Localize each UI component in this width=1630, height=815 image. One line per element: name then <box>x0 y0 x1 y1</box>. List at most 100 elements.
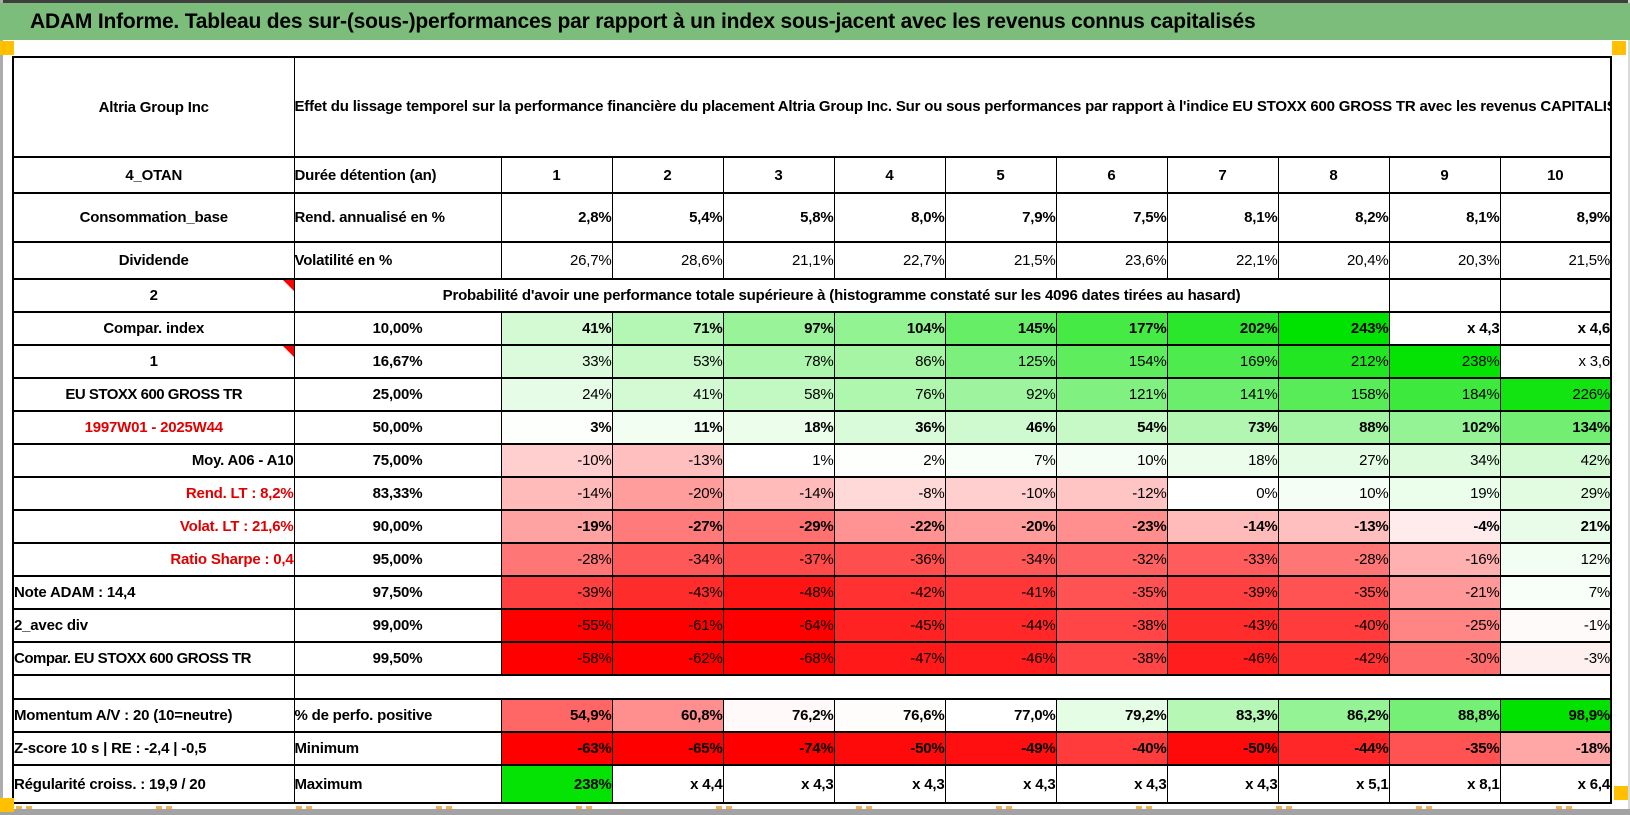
cell[interactable]: -25% <box>1388 608 1501 643</box>
cell[interactable]: -74% <box>722 731 835 766</box>
row-label[interactable]: Z-score 10 s | RE : -2,4 | -0,5 <box>12 731 295 766</box>
cell[interactable]: -10% <box>944 476 1057 511</box>
cell[interactable]: 97% <box>722 311 835 346</box>
cell[interactable]: 42% <box>1499 443 1612 478</box>
row-label[interactable]: 1997W01 - 2025W44 <box>12 410 295 445</box>
row-param[interactable]: 25,00% <box>293 377 502 412</box>
cell[interactable]: 2 <box>611 156 724 194</box>
cell[interactable]: 134% <box>1499 410 1612 445</box>
cell[interactable]: -63% <box>500 731 613 766</box>
cell[interactable]: 71% <box>611 311 724 346</box>
cell[interactable]: -37% <box>722 542 835 577</box>
cell[interactable]: 21,5% <box>944 241 1057 280</box>
cell[interactable]: -12% <box>1055 476 1168 511</box>
gap-cell[interactable] <box>293 674 1612 700</box>
row-param[interactable]: 75,00% <box>293 443 502 478</box>
cell[interactable]: -34% <box>944 542 1057 577</box>
cell[interactable]: 29% <box>1499 476 1612 511</box>
cell[interactable]: -20% <box>944 509 1057 544</box>
cell[interactable]: -28% <box>1277 542 1390 577</box>
row-param[interactable]: % de perfo. positive <box>293 698 502 733</box>
cell[interactable]: 41% <box>611 377 724 412</box>
cell[interactable]: -16% <box>1388 542 1501 577</box>
cell[interactable]: 8,1% <box>1166 192 1279 243</box>
cell[interactable]: -64% <box>722 608 835 643</box>
row-label[interactable]: Compar. EU STOXX 600 GROSS TR <box>12 641 295 676</box>
cell[interactable]: 12% <box>1499 542 1612 577</box>
cell[interactable]: -20% <box>611 476 724 511</box>
row-param[interactable]: 10,00% <box>293 311 502 346</box>
cell[interactable]: 92% <box>944 377 1057 412</box>
row-label[interactable]: Ratio Sharpe : 0,4 <box>12 542 295 577</box>
cell[interactable]: -39% <box>1166 575 1279 610</box>
cell[interactable]: -44% <box>944 608 1057 643</box>
cell[interactable]: 5,4% <box>611 192 724 243</box>
cell[interactable]: x 4,4 <box>611 764 724 804</box>
row-label[interactable]: 1 <box>12 344 295 379</box>
cell[interactable]: -14% <box>722 476 835 511</box>
cell[interactable]: 158% <box>1277 377 1390 412</box>
cell[interactable]: 238% <box>1388 344 1501 379</box>
cell[interactable]: 73% <box>1166 410 1279 445</box>
cell[interactable]: 20,4% <box>1277 241 1390 280</box>
cell[interactable]: 76,6% <box>833 698 946 733</box>
cell[interactable]: -43% <box>1166 608 1279 643</box>
cell[interactable]: 88% <box>1277 410 1390 445</box>
cell[interactable]: -36% <box>833 542 946 577</box>
row-param[interactable]: Maximum <box>293 764 502 804</box>
cell[interactable]: 1 <box>500 156 613 194</box>
cell[interactable]: 10% <box>1277 476 1390 511</box>
cell[interactable]: x 4,6 <box>1499 311 1612 346</box>
cell[interactable]: 7,5% <box>1055 192 1168 243</box>
row-param[interactable]: 16,67% <box>293 344 502 379</box>
cell[interactable]: -35% <box>1277 575 1390 610</box>
cell[interactable]: -40% <box>1055 731 1168 766</box>
cell[interactable]: -48% <box>722 575 835 610</box>
cell[interactable]: 7% <box>1499 575 1612 610</box>
cell[interactable]: -50% <box>833 731 946 766</box>
cell[interactable]: -19% <box>500 509 613 544</box>
cell[interactable]: 19% <box>1388 476 1501 511</box>
cell[interactable]: 102% <box>1388 410 1501 445</box>
cell[interactable]: -38% <box>1055 641 1168 676</box>
cell[interactable]: 28,6% <box>611 241 724 280</box>
cell[interactable]: 7,9% <box>944 192 1057 243</box>
row-param[interactable]: Rend. annualisé en % <box>293 192 502 243</box>
cell[interactable]: 22,1% <box>1166 241 1279 280</box>
cell[interactable]: 83,3% <box>1166 698 1279 733</box>
cell[interactable]: 141% <box>1166 377 1279 412</box>
cell[interactable]: 53% <box>611 344 724 379</box>
row-label[interactable]: Régularité croiss. : 19,9 / 20 <box>12 764 295 804</box>
row-label[interactable]: 2_avec div <box>12 608 295 643</box>
cell[interactable]: 21% <box>1499 509 1612 544</box>
row-param[interactable]: 83,33% <box>293 476 502 511</box>
cell[interactable]: 98,9% <box>1499 698 1612 733</box>
cell[interactable]: -35% <box>1055 575 1168 610</box>
cell[interactable]: -22% <box>833 509 946 544</box>
row-param[interactable]: 95,00% <box>293 542 502 577</box>
cell[interactable]: 86,2% <box>1277 698 1390 733</box>
cell[interactable]: 169% <box>1166 344 1279 379</box>
cell[interactable]: -65% <box>611 731 724 766</box>
cell[interactable]: -61% <box>611 608 724 643</box>
cell[interactable]: x 4,3 <box>1055 764 1168 804</box>
cell[interactable]: -4% <box>1388 509 1501 544</box>
cell[interactable]: 202% <box>1166 311 1279 346</box>
empty-cell[interactable] <box>1388 278 1501 313</box>
cell[interactable]: -50% <box>1166 731 1279 766</box>
merged-note[interactable]: Probabilité d'avoir une performance tota… <box>293 278 1390 313</box>
row-param[interactable]: Minimum <box>293 731 502 766</box>
cell[interactable]: -43% <box>611 575 724 610</box>
cell[interactable]: 18% <box>722 410 835 445</box>
cell[interactable]: -13% <box>611 443 724 478</box>
cell[interactable]: 10 <box>1499 156 1612 194</box>
cell[interactable]: -14% <box>500 476 613 511</box>
cell[interactable]: x 4,3 <box>1388 311 1501 346</box>
row-label[interactable]: Compar. index <box>12 311 295 346</box>
row-label[interactable]: Rend. LT : 8,2% <box>12 476 295 511</box>
row-param[interactable]: 50,00% <box>293 410 502 445</box>
row-param[interactable]: 99,50% <box>293 641 502 676</box>
cell[interactable]: 22,7% <box>833 241 946 280</box>
cell[interactable]: 27% <box>1277 443 1390 478</box>
cell[interactable]: 4 <box>833 156 946 194</box>
